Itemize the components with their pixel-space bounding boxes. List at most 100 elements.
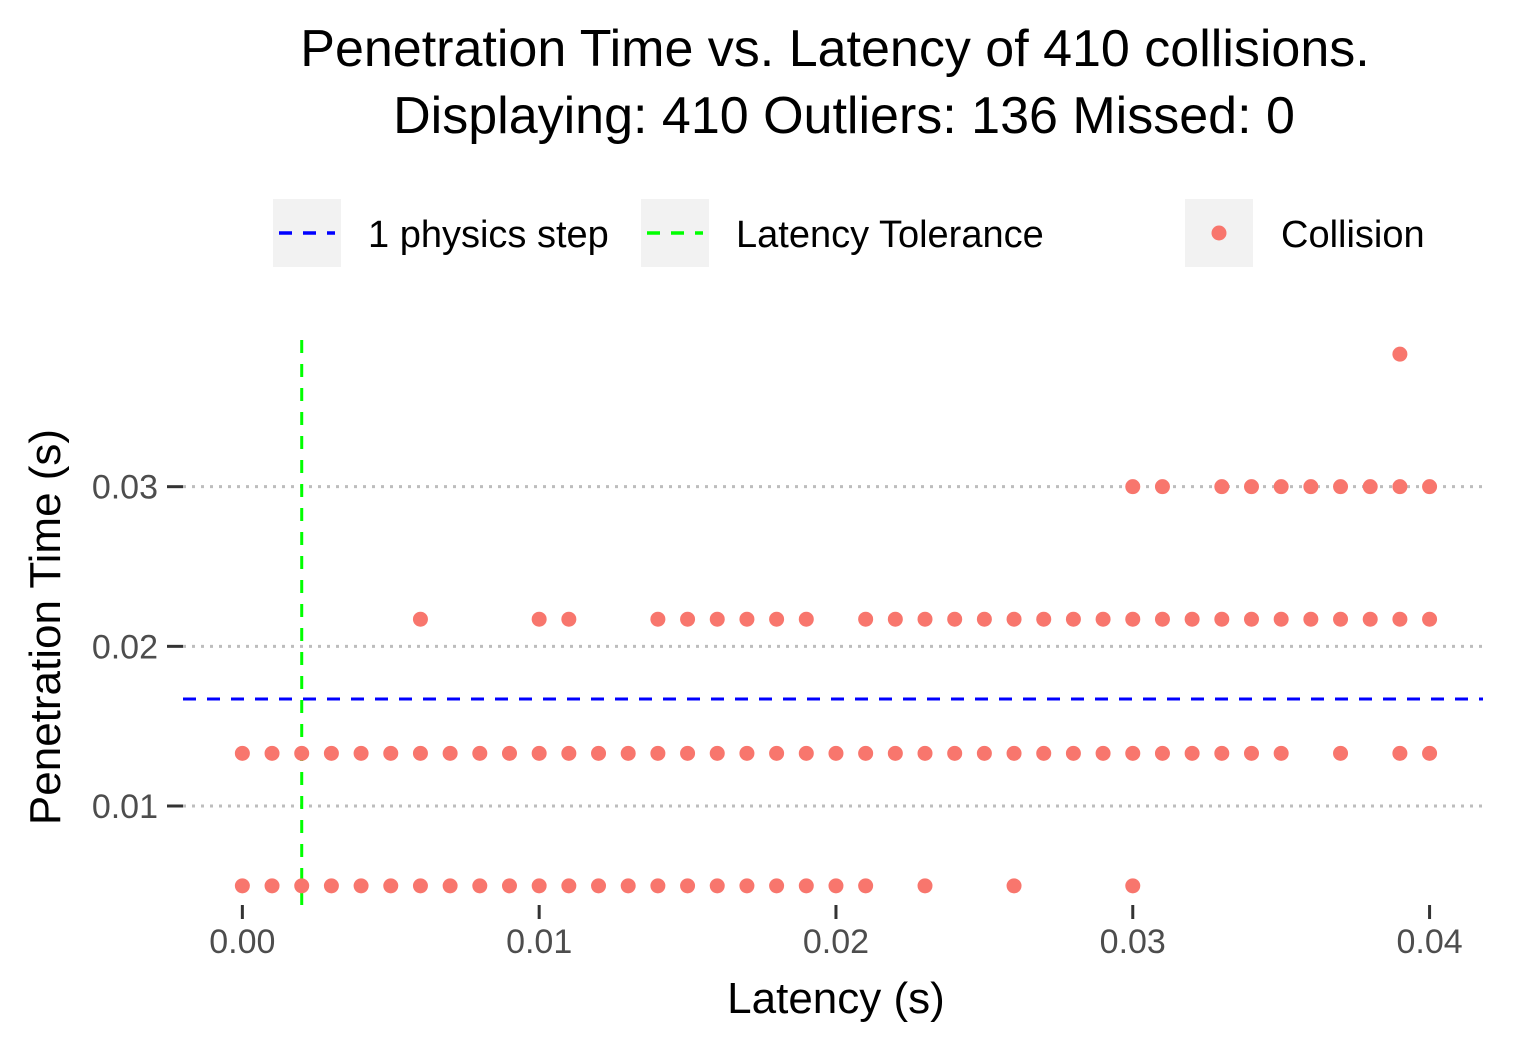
collision-point [739,611,755,627]
collision-points [234,346,1438,894]
collision-point [828,745,844,761]
chart-subtitle: Displaying: 410 Outliers: 136 Missed: 0 [393,87,1295,145]
collision-point [1036,611,1052,627]
collision-point [442,878,458,894]
collision-point [1214,479,1230,495]
collision-point [531,878,547,894]
collision-point [1303,611,1319,627]
x-tick-label: 0.03 [1100,923,1166,961]
collision-point [591,878,607,894]
collision-point [294,745,310,761]
collision-point [531,745,547,761]
legend-item-latency-tolerance: Latency Tolerance [641,199,1044,267]
collision-point [680,745,696,761]
collision-point [294,878,310,894]
collision-point [1392,611,1408,627]
y-tick-label: 0.03 [92,469,158,507]
collision-point [561,745,577,761]
collision-point [1422,611,1438,627]
legend-item-physics-step: 1 physics step [273,199,609,267]
collision-point [769,611,785,627]
legend-label-collision: Collision [1281,214,1425,256]
collision-point [739,878,755,894]
grid [183,485,1483,808]
collision-point [887,611,903,627]
collision-point [1303,479,1319,495]
collision-point [976,611,992,627]
legend-item-collision: Collision [1185,199,1425,267]
collision-point [1125,611,1141,627]
collision-point [798,611,814,627]
collision-point [769,745,785,761]
collision-point [472,745,488,761]
collision-point [1333,611,1349,627]
collision-point [917,878,933,894]
collision-point [680,611,696,627]
x-tick-label: 0.01 [506,923,572,961]
collision-point [1154,611,1170,627]
collision-point [709,611,725,627]
y-tick-label: 0.02 [92,628,158,666]
collision-point [1184,745,1200,761]
collision-point [858,745,874,761]
collision-point [1243,611,1259,627]
collision-point [1095,745,1111,761]
x-tick-label: 0.04 [1396,923,1462,961]
collision-point [917,611,933,627]
collision-point [501,878,517,894]
collision-point [680,878,696,894]
legend-label-latency-tolerance: Latency Tolerance [736,214,1044,256]
reference-lines [183,340,1483,905]
collision-point [1333,745,1349,761]
collision-point [1214,745,1230,761]
collision-point [947,611,963,627]
collision-point [353,745,369,761]
collision-point [1243,745,1259,761]
collision-point [1362,479,1378,495]
collision-point [1392,479,1408,495]
collision-point [1006,611,1022,627]
chart-title: Penetration Time vs. Latency of 410 coll… [300,20,1369,78]
legend-swatch-collision [1211,225,1227,241]
collision-point [323,878,339,894]
collision-point [650,611,666,627]
collision-point [1273,479,1289,495]
collision-point [858,878,874,894]
x-tick-label: 0.00 [209,923,275,961]
collision-point [1036,745,1052,761]
collision-point [739,745,755,761]
collision-point [1125,878,1141,894]
collision-point [1154,745,1170,761]
collision-point [1006,878,1022,894]
collision-point [709,745,725,761]
collision-point [1273,745,1289,761]
collision-point [1243,479,1259,495]
collision-point [323,745,339,761]
collision-point [1065,611,1081,627]
y-axis-title: Penetration Time (s) [21,429,70,825]
collision-point [412,878,428,894]
collision-point [1125,479,1141,495]
collision-point [1392,745,1408,761]
collision-point [383,878,399,894]
legend-label-physics-step: 1 physics step [368,214,609,256]
collision-point [1065,745,1081,761]
legend: 1 physics step Latency Tolerance Collisi… [273,199,1425,267]
collision-point [412,611,428,627]
collision-point [620,745,636,761]
collision-point [383,745,399,761]
axis-ticks: 0.01 0.02 0.03 0.00 0.01 0.02 0.03 0.04 [92,469,1463,961]
collision-point [353,878,369,894]
collision-point [1422,479,1438,495]
collision-point [1422,745,1438,761]
collision-point [591,745,607,761]
collision-point [858,611,874,627]
collision-point [976,745,992,761]
collision-point [798,745,814,761]
collision-point [234,878,250,894]
collision-point [561,878,577,894]
collision-point [264,878,280,894]
collision-point [1125,745,1141,761]
collision-point [798,878,814,894]
